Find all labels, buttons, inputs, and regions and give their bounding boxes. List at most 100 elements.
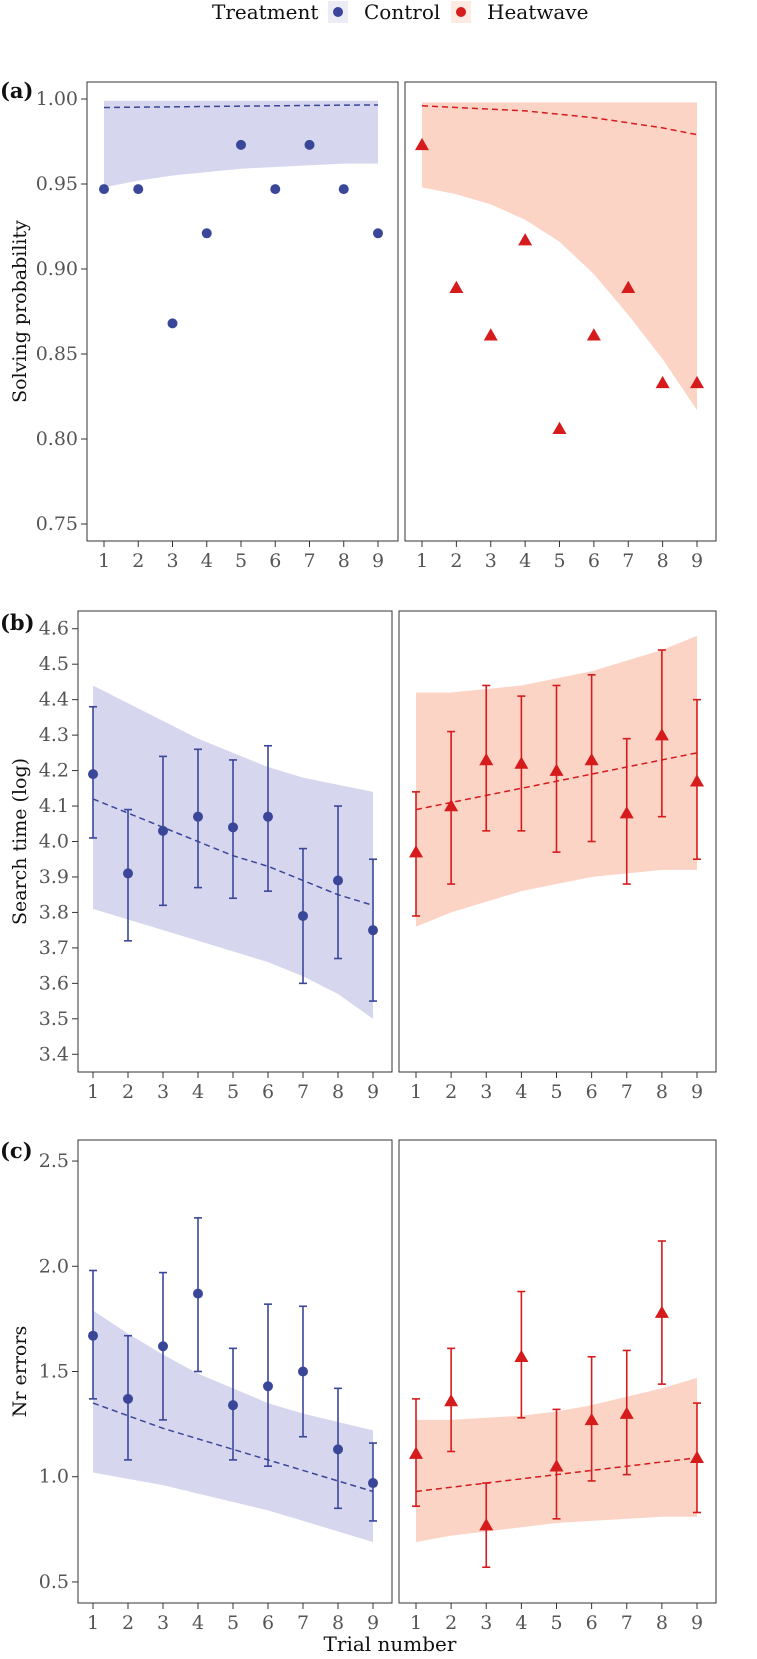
legend-title: Treatment bbox=[212, 0, 318, 24]
data-point bbox=[333, 1444, 343, 1455]
panel-1: (b) Search time (log) 3.4 3.5 3.6 3.7 3.8 3.9 4.… bbox=[0, 610, 717, 1103]
data-point bbox=[584, 752, 599, 766]
y-tick-label: 0.5 bbox=[39, 1571, 69, 1593]
data-point bbox=[158, 1341, 168, 1352]
y-tick-label: 4.5 bbox=[39, 653, 69, 675]
y-tick-label: 3.4 bbox=[39, 1043, 69, 1065]
x-tick-label: 5 bbox=[550, 1612, 562, 1634]
x-tick-label: 2 bbox=[450, 550, 462, 572]
data-point bbox=[549, 1459, 564, 1472]
x-tick-label: 3 bbox=[480, 1612, 492, 1634]
data-point bbox=[690, 375, 704, 389]
data-point bbox=[444, 1393, 459, 1407]
panel-frame bbox=[77, 1139, 393, 1604]
x-tick-label: 9 bbox=[691, 550, 703, 572]
y-axis-title: Search time (log) bbox=[9, 758, 31, 925]
x-tick-label: 2 bbox=[132, 550, 144, 572]
legend-key-heatwave-icon bbox=[456, 7, 466, 17]
x-tick-label: 3 bbox=[480, 1081, 492, 1103]
data-point bbox=[228, 1400, 238, 1411]
x-tick-label: 9 bbox=[691, 1612, 703, 1634]
panel-frame bbox=[398, 610, 717, 1073]
y-axis-title: Solving probability bbox=[9, 220, 31, 403]
x-tick-label: 2 bbox=[122, 1612, 134, 1634]
data-point bbox=[99, 184, 109, 195]
fit-line bbox=[92, 1402, 374, 1493]
data-point bbox=[236, 139, 246, 150]
data-point bbox=[263, 1381, 273, 1392]
y-tick-label: 1.0 bbox=[39, 1466, 69, 1488]
x-tick-label: 5 bbox=[553, 550, 565, 572]
data-point bbox=[514, 1349, 529, 1363]
x-tick-label: 3 bbox=[157, 1612, 169, 1634]
data-point bbox=[584, 1412, 599, 1426]
x-tick-label: 6 bbox=[588, 550, 600, 572]
x-tick-label: 4 bbox=[192, 1081, 204, 1103]
x-tick-label: 2 bbox=[445, 1612, 457, 1634]
data-point bbox=[552, 421, 567, 435]
x-tick-label: 1 bbox=[87, 1612, 99, 1634]
panel-frame bbox=[77, 610, 393, 1073]
x-tick-label: 7 bbox=[303, 550, 315, 572]
data-point bbox=[298, 910, 308, 921]
y-tick-label: 3.5 bbox=[39, 1008, 69, 1030]
data-point bbox=[193, 1288, 203, 1299]
y-tick-label: 3.7 bbox=[39, 937, 69, 959]
data-point bbox=[479, 752, 494, 766]
x-tick-label: 8 bbox=[338, 550, 350, 572]
data-point bbox=[88, 1330, 98, 1341]
x-tick-label: 8 bbox=[656, 1081, 668, 1103]
x-tick-label: 1 bbox=[410, 1612, 422, 1634]
data-point bbox=[228, 822, 238, 833]
data-point bbox=[514, 756, 529, 769]
x-tick-label: 1 bbox=[98, 550, 110, 572]
x-tick-label: 8 bbox=[656, 1612, 668, 1634]
y-tick-label: 4.6 bbox=[39, 618, 69, 640]
y-tick-label: 4.4 bbox=[39, 689, 69, 711]
x-tick-label: 3 bbox=[166, 550, 178, 572]
y-tick-label: 2.0 bbox=[39, 1255, 69, 1277]
legend-label-heatwave: Heatwave bbox=[487, 0, 588, 24]
data-point bbox=[158, 825, 168, 836]
data-point bbox=[263, 811, 273, 822]
data-point bbox=[621, 280, 636, 293]
panel-label: (c) bbox=[0, 1138, 33, 1163]
data-point bbox=[444, 799, 459, 812]
data-point bbox=[449, 280, 464, 293]
data-point bbox=[193, 811, 203, 822]
panel-frame bbox=[398, 1139, 717, 1604]
data-point bbox=[619, 1406, 634, 1419]
x-tick-label: 5 bbox=[227, 1081, 239, 1103]
x-tick-label: 1 bbox=[416, 550, 428, 572]
data-point bbox=[518, 233, 533, 246]
x-tick-label: 9 bbox=[691, 1081, 703, 1103]
x-tick-label: 8 bbox=[332, 1612, 344, 1634]
data-point bbox=[654, 1305, 669, 1318]
data-point bbox=[123, 868, 133, 879]
panel-2-control: 1 2 3 4 5 6 7 8 9 bbox=[77, 1139, 393, 1634]
data-point bbox=[333, 875, 343, 886]
panel-2: (c) Nr errors 0.5 1.0 1.5 2.0 2.5 1 2 3 4 5 6 7 8 9 1 2 3 4… bbox=[0, 1138, 717, 1634]
y-tick-label: 0.80 bbox=[36, 428, 78, 450]
x-tick-label: 9 bbox=[372, 550, 384, 572]
panel-frame bbox=[404, 81, 717, 542]
x-tick-label: 7 bbox=[297, 1612, 309, 1634]
y-tick-label: 3.8 bbox=[39, 901, 69, 923]
x-tick-label: 6 bbox=[269, 550, 281, 572]
data-point bbox=[201, 228, 212, 239]
x-axis-title: Trial number bbox=[324, 1632, 457, 1656]
x-tick-label: 5 bbox=[227, 1612, 239, 1634]
x-tick-label: 3 bbox=[157, 1081, 169, 1103]
data-point bbox=[123, 1393, 133, 1404]
y-tick-label: 3.9 bbox=[39, 866, 69, 888]
x-tick-label: 4 bbox=[519, 550, 531, 572]
y-tick-label: 0.75 bbox=[36, 513, 78, 535]
y-tick-label: 1.00 bbox=[36, 88, 78, 110]
panel-1-heatwave: 1 2 3 4 5 6 7 8 9 bbox=[398, 610, 717, 1103]
data-point bbox=[479, 1518, 494, 1531]
x-tick-label: 7 bbox=[621, 1081, 633, 1103]
panel-2-heatwave: 1 2 3 4 5 6 7 8 9 bbox=[398, 1139, 717, 1634]
